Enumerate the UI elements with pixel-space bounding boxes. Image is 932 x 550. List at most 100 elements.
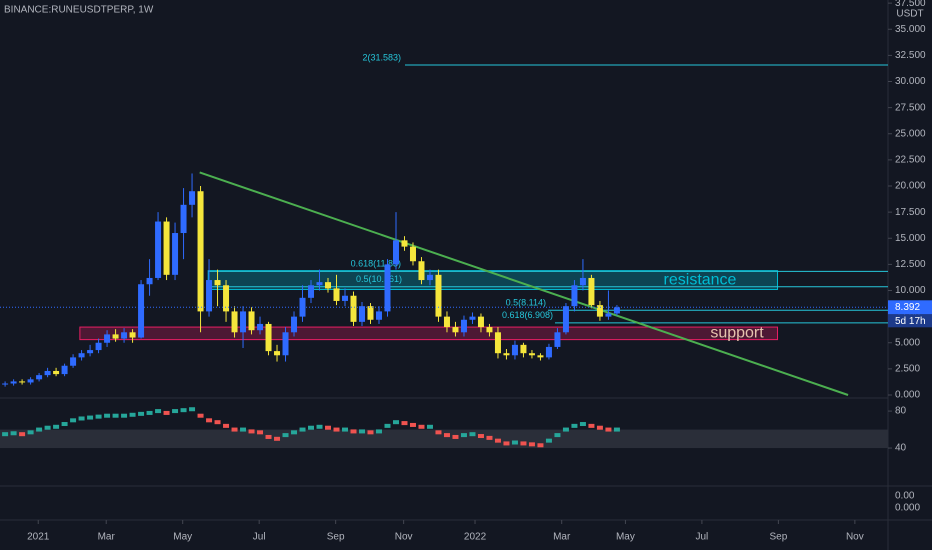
indicator-point <box>469 432 476 437</box>
indicator-point <box>53 424 60 429</box>
indicator-point <box>70 418 77 423</box>
y-tick-label: 12.500 <box>895 259 926 270</box>
candle-body <box>2 383 9 385</box>
indicator-point <box>579 422 586 427</box>
indicator-point <box>240 427 247 432</box>
indicator-point <box>104 413 111 418</box>
indicator-point <box>409 422 416 427</box>
candle-body <box>265 323 272 352</box>
candle-body <box>554 332 561 347</box>
candle-body <box>10 381 17 384</box>
fib-label: 0.618(11.83) <box>351 259 401 269</box>
candle-body <box>528 353 535 356</box>
indicator-point <box>554 433 561 438</box>
candle-body <box>197 191 204 312</box>
candle-body <box>78 353 85 358</box>
indicator-point <box>358 429 365 434</box>
indicator-point <box>613 427 620 432</box>
candle-body <box>180 204 187 234</box>
candle-body <box>257 323 264 331</box>
candle-body <box>95 342 102 351</box>
indicator-point <box>27 430 34 435</box>
indicator-point <box>231 427 238 432</box>
zone-label: support <box>710 325 764 342</box>
candle-body <box>231 311 238 333</box>
indicator-point <box>511 440 518 445</box>
indicator-point <box>180 408 187 413</box>
currency-label: USDT <box>896 9 923 20</box>
pane-label: 0.00 <box>895 491 915 502</box>
indicator-point <box>163 410 170 415</box>
y-tick-label: 30.000 <box>895 76 926 87</box>
candle-body <box>520 344 527 354</box>
indicator-point <box>138 411 145 416</box>
candle-body <box>503 353 510 356</box>
indicator-point <box>257 430 264 435</box>
indicator-point <box>418 424 425 429</box>
candle-body <box>240 311 247 333</box>
candle-body <box>494 332 501 354</box>
candle-body <box>392 240 399 265</box>
y-tick-label: 0.000 <box>895 390 920 401</box>
countdown-box <box>888 314 932 328</box>
x-tick-label: Sep <box>769 532 787 543</box>
indicator-point <box>172 409 179 414</box>
y-tick-label: 37.500 <box>895 0 926 9</box>
indicator-point <box>520 441 527 446</box>
indicator-point <box>61 422 68 427</box>
x-tick-label: Mar <box>553 532 571 543</box>
pane-label: 0.000 <box>895 503 920 514</box>
indicator-point <box>596 425 603 430</box>
indicator-point <box>36 427 43 432</box>
indicator-point <box>494 438 501 443</box>
zone <box>79 326 779 341</box>
x-tick-label: Mar <box>98 532 116 543</box>
fib-label: 0.618(6.908) <box>502 310 553 320</box>
candle-body <box>605 313 612 317</box>
candle-body <box>367 306 374 320</box>
indicator-point <box>571 423 578 428</box>
candle-body <box>223 285 230 312</box>
candle-body <box>112 334 119 339</box>
indicator-point <box>342 427 349 432</box>
indicator-point <box>333 427 340 432</box>
indicator-point <box>291 430 298 435</box>
candle-body <box>121 332 128 339</box>
indicator-point <box>350 429 357 434</box>
x-tick-label: May <box>616 532 635 543</box>
candle-body <box>19 381 26 383</box>
trendline <box>199 171 849 396</box>
candle-body <box>325 282 332 289</box>
y-tick-label: 35.000 <box>895 24 926 35</box>
indicator-point <box>375 429 382 434</box>
price-label: 8.392 <box>895 302 920 313</box>
candle-body <box>274 351 281 356</box>
indicator-point <box>537 443 544 448</box>
indicator-point <box>562 427 569 432</box>
candle-body <box>299 297 306 317</box>
indicator-point <box>197 413 204 418</box>
indicator-point <box>112 413 119 418</box>
x-tick-label: Nov <box>846 532 864 543</box>
fib-label: 0.5(8.114) <box>506 298 546 308</box>
indicator-point <box>503 441 510 446</box>
indicator-point <box>282 433 289 438</box>
candle-body <box>333 288 340 301</box>
candle-body <box>172 233 179 275</box>
candle-body <box>282 332 289 356</box>
candle-body <box>146 277 153 285</box>
y-tick-label: 27.500 <box>895 102 926 113</box>
indicator-point <box>265 434 272 439</box>
indicator-tick-label: 40 <box>895 443 907 454</box>
candle-body <box>452 327 459 333</box>
y-tick-label: 20.000 <box>895 181 926 192</box>
zone-label: resistance <box>664 271 737 288</box>
indicator-point <box>189 407 196 412</box>
candle-body <box>477 316 484 328</box>
fib-label: 2(31.583) <box>362 52 401 62</box>
indicator-point <box>605 427 612 432</box>
candle-body <box>342 295 349 301</box>
indicator-point <box>325 425 332 430</box>
candle-body <box>537 355 544 358</box>
candle-body <box>104 334 111 343</box>
